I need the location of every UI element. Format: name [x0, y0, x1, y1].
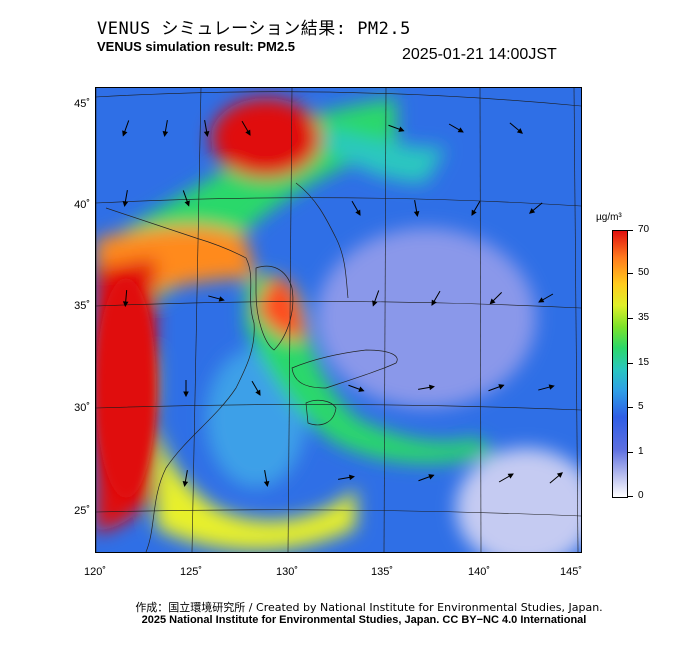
low-concentration-area [316, 228, 536, 408]
copyright-line: 2025 National Institute for Environmenta… [141, 614, 587, 626]
colorbar-label-0: 0 [638, 490, 644, 501]
lat-label-45: 45˚ [74, 98, 90, 110]
map-canvas [96, 88, 581, 552]
wind-arrows [122, 120, 563, 487]
colorbar-label-1: 1 [638, 446, 644, 457]
title-japanese: VENUS シミュレーション結果: PM2.5 [97, 19, 411, 39]
plume-yellow-south [152, 348, 356, 551]
colorbar-unit: µg/m³ [596, 212, 622, 223]
timestamp: 2025-01-21 14:00JST [402, 46, 557, 63]
colorbar-label-15: 15 [638, 357, 650, 368]
lon-label-145: 145˚ [559, 566, 583, 578]
lon-label-120: 120˚ [83, 566, 107, 578]
lat-label-30: 30˚ [74, 402, 90, 414]
colorbar-tick [627, 273, 633, 274]
lat-label-25: 25˚ [74, 505, 90, 517]
colorbar-label-35: 35 [638, 312, 650, 323]
colorbar-label-5: 5 [638, 401, 644, 412]
lon-label-140: 140˚ [467, 566, 491, 578]
colorbar-tick [627, 496, 633, 497]
plume-red-core [96, 278, 156, 498]
colorbar [612, 230, 628, 498]
plume-green-south [246, 274, 496, 464]
colorbar-tick [627, 452, 633, 453]
colorbar-tick [627, 363, 633, 364]
lat-label-35: 35˚ [74, 300, 90, 312]
colorbar-tick [627, 407, 633, 408]
colorbar-tick [627, 318, 633, 319]
lon-label-135: 135˚ [370, 566, 394, 578]
lon-label-130: 130˚ [275, 566, 299, 578]
pm25-map [95, 87, 582, 553]
plume-red-north [211, 98, 321, 178]
colorbar-label-70: 70 [638, 224, 650, 235]
colorbar-tick [627, 230, 633, 231]
title-english: VENUS simulation result: PM2.5 [97, 39, 295, 54]
low-concentration-area [456, 448, 581, 552]
colorbar-label-50: 50 [638, 267, 650, 278]
coastlines [105, 182, 398, 552]
lon-label-125: 125˚ [179, 566, 203, 578]
plume-red-korea [256, 277, 306, 339]
credit-line: 作成：国立環境研究所 / Created by National Institu… [135, 601, 603, 614]
lat-label-40: 40˚ [74, 199, 90, 211]
